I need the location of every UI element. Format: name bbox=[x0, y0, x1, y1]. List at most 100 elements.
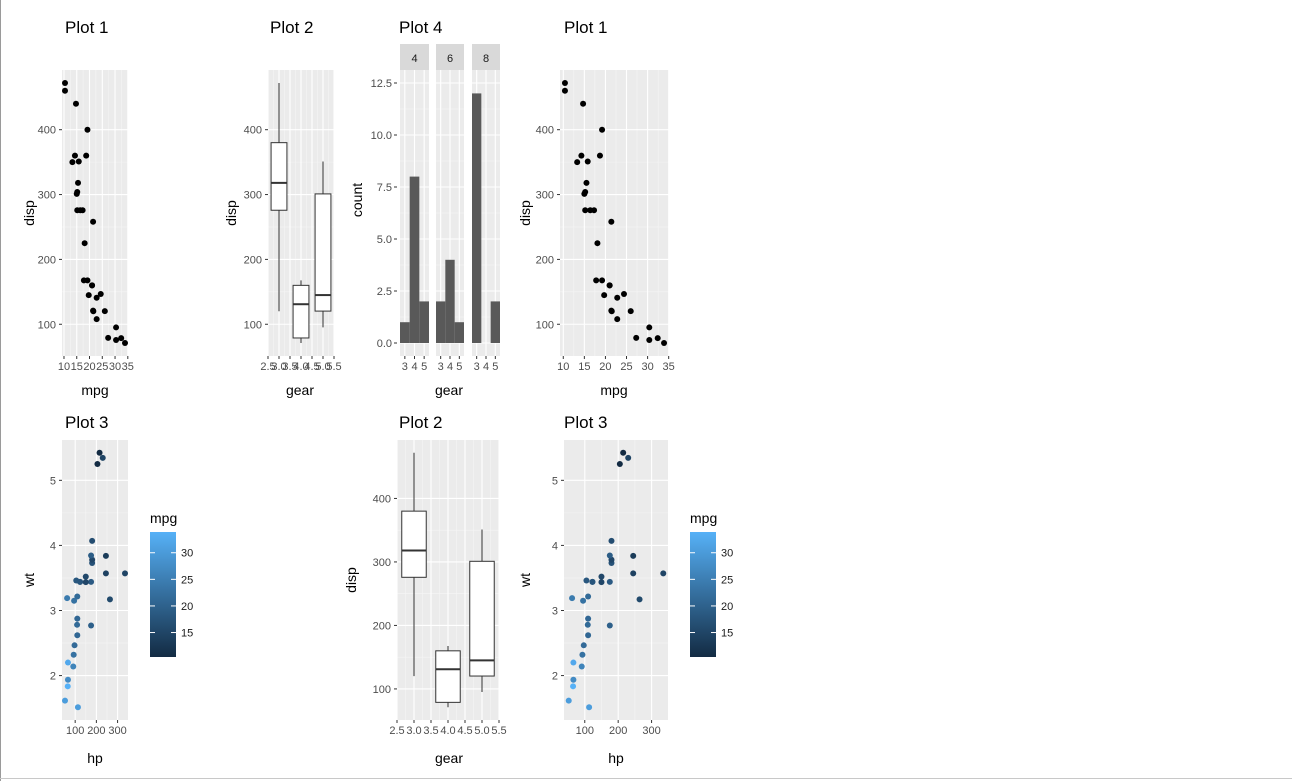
box-body bbox=[435, 650, 461, 703]
x-axis-label: gear bbox=[286, 382, 314, 398]
data-point bbox=[89, 282, 96, 289]
x-tick-label: 3 bbox=[402, 361, 408, 373]
window-left-border bbox=[0, 0, 1, 781]
y-tick-label: 400 bbox=[373, 493, 391, 505]
histogram-bar bbox=[445, 259, 455, 343]
y-tick-label: 200 bbox=[38, 254, 56, 266]
data-point bbox=[113, 324, 120, 331]
histogram-bar bbox=[419, 301, 429, 343]
box-body bbox=[270, 142, 288, 211]
legend-tick-label: 30 bbox=[181, 548, 193, 560]
data-point bbox=[580, 642, 587, 649]
y-tick-label: 5.0 bbox=[377, 234, 392, 246]
data-point bbox=[81, 240, 88, 247]
x-tick-label: 35 bbox=[122, 361, 134, 373]
data-point bbox=[608, 307, 615, 314]
legend-ticks: 15 20 25 30 bbox=[690, 548, 733, 640]
window-bottom-border bbox=[0, 778, 1292, 779]
x-tick-label: 20 bbox=[599, 361, 611, 373]
data-point bbox=[599, 126, 606, 133]
plot-4-faceted: Plot 4 0.02.55.07.510.012.543 4 563 4 583 4 5 … bbox=[349, 18, 500, 398]
data-point bbox=[122, 340, 128, 346]
data-point bbox=[106, 596, 113, 603]
plot-title: Plot 3 bbox=[65, 413, 108, 432]
data-point bbox=[660, 570, 667, 577]
data-point bbox=[64, 676, 71, 683]
x-tick-label: 5.5 bbox=[326, 361, 341, 373]
data-point bbox=[574, 159, 581, 166]
data-point bbox=[580, 597, 587, 604]
legend-colorbar bbox=[690, 532, 716, 657]
data-point bbox=[85, 292, 92, 299]
data-point bbox=[625, 454, 632, 461]
data-point bbox=[102, 552, 109, 559]
x-tick-label: 4.0 bbox=[440, 725, 455, 737]
data-point bbox=[654, 335, 661, 342]
data-point bbox=[82, 573, 89, 580]
x-tick-label: 30 bbox=[641, 361, 653, 373]
facet-strip-label: 4 bbox=[411, 53, 417, 65]
histogram-bar bbox=[472, 93, 482, 344]
data-point bbox=[64, 595, 71, 602]
data-point bbox=[90, 307, 97, 314]
legend-tick-label: 15 bbox=[721, 628, 733, 640]
x-axis-label: mpg bbox=[600, 382, 627, 398]
plot-2-top: Plot 2 2.53.03.54.04.55.05.5 100 200 300 400… bbox=[223, 18, 342, 398]
plot-1-top-left: Plot 1 10 15 20 25 30 35 100 200 300 400 mpg disp bbox=[21, 18, 134, 398]
legend-title: mpg bbox=[690, 510, 717, 526]
y-tick-label: 300 bbox=[373, 557, 391, 569]
data-point bbox=[72, 100, 79, 107]
histogram-bar bbox=[409, 176, 420, 343]
legend-tick-label: 30 bbox=[721, 548, 733, 560]
data-point bbox=[630, 570, 637, 577]
data-point bbox=[582, 207, 589, 214]
x-tick-label: 100 bbox=[576, 725, 594, 737]
panel-background bbox=[62, 440, 128, 720]
y-tick-label: 100 bbox=[244, 319, 262, 331]
data-point bbox=[636, 596, 643, 603]
y-tick-label: 200 bbox=[536, 254, 554, 266]
data-point bbox=[633, 334, 640, 341]
data-point bbox=[82, 579, 89, 586]
data-point bbox=[570, 676, 577, 683]
x-tick-label: 3 bbox=[438, 361, 444, 373]
data-point bbox=[79, 207, 86, 214]
data-point bbox=[606, 552, 613, 559]
x-tick-label: 35 bbox=[663, 361, 675, 373]
data-point bbox=[578, 152, 585, 159]
x-tick-label: 200 bbox=[609, 725, 627, 737]
data-point bbox=[89, 537, 96, 544]
legend-tick-label: 25 bbox=[181, 574, 193, 586]
data-point bbox=[591, 207, 598, 214]
data-point bbox=[569, 595, 576, 602]
data-point bbox=[74, 593, 81, 600]
y-axis-label: wt bbox=[517, 573, 533, 588]
y-tick-label: 400 bbox=[38, 125, 56, 137]
y-tick-label: 7.5 bbox=[377, 182, 392, 194]
x-tick-label: 4.5 bbox=[304, 361, 319, 373]
legend-tick-label: 25 bbox=[721, 574, 733, 586]
x-tick-label: 5.0 bbox=[315, 361, 330, 373]
data-point bbox=[585, 632, 592, 639]
plot-content: 2.53.03.54.04.55.05.5 100 200 300 400 bbox=[244, 70, 342, 373]
x-tick-label: 3.0 bbox=[271, 361, 286, 373]
data-point bbox=[586, 704, 593, 711]
data-point bbox=[75, 158, 82, 165]
data-point bbox=[71, 642, 78, 649]
panel-background bbox=[560, 70, 669, 356]
y-tick-label: 2.5 bbox=[377, 286, 392, 298]
data-point bbox=[589, 578, 596, 585]
data-point bbox=[584, 158, 591, 165]
data-point bbox=[75, 179, 82, 186]
data-point bbox=[94, 461, 101, 468]
plot-content: 100 200 300 2 3 4 5 bbox=[552, 440, 668, 737]
x-tick-label: 3.5 bbox=[282, 361, 297, 373]
data-point bbox=[585, 593, 592, 600]
data-point bbox=[614, 294, 621, 301]
data-point bbox=[661, 340, 668, 346]
x-tick-label: 300 bbox=[642, 725, 660, 737]
data-point bbox=[594, 240, 601, 247]
data-point bbox=[620, 449, 627, 456]
y-tick-label: 3 bbox=[552, 605, 558, 617]
